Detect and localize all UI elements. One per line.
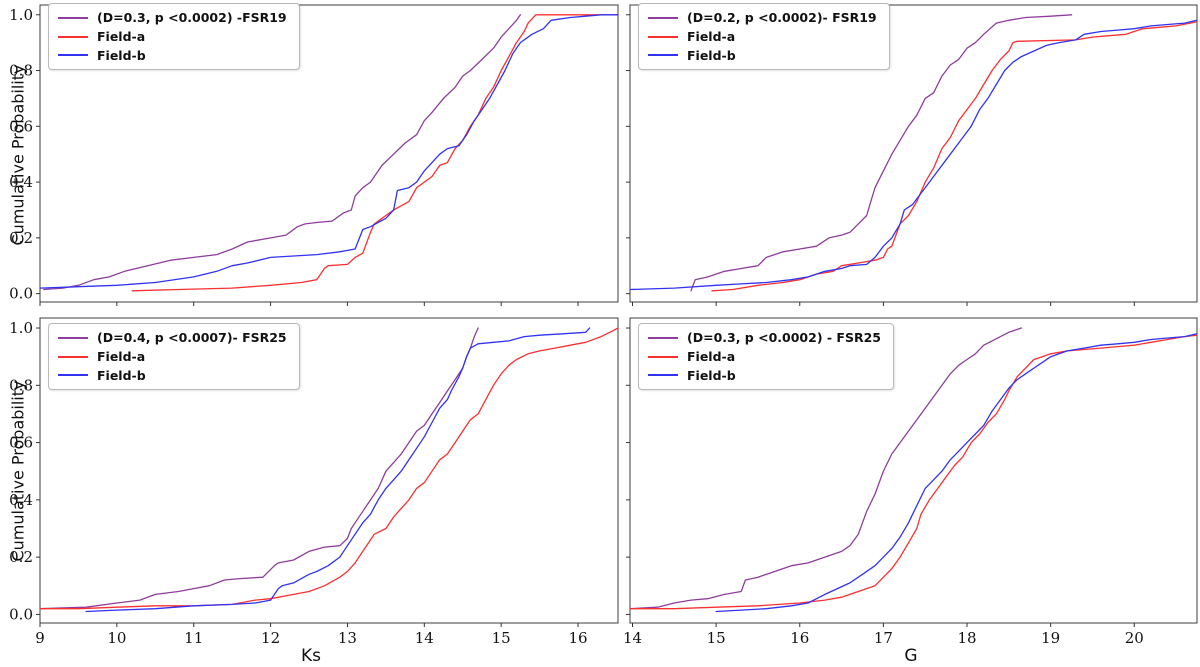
legend-item-cluster: (D=0.3, p <0.0002) - FSR25 — [648, 331, 881, 345]
series-line-cluster — [629, 327, 1023, 610]
y-tick-label: 0.8 — [9, 376, 33, 394]
cluster-line-swatch — [58, 336, 88, 339]
x-tick-label: 13 — [338, 629, 357, 647]
series-line-cluster — [690, 14, 1073, 292]
y-tick-label: 0.0 — [9, 605, 33, 623]
legend-label: Field-a — [687, 348, 736, 364]
y-axis-label: Cumulative Probability — [8, 64, 28, 246]
legend-label: Field-b — [97, 367, 146, 383]
field-b-line-swatch — [648, 54, 678, 57]
panel-top-left: 0.0 0.2 0.4 0.6 0.8 1.0 Cumulative Probabilit… — [0, 0, 622, 310]
series-line-field-b — [39, 14, 619, 289]
series-line-field-a — [39, 327, 619, 610]
cluster-line-swatch — [648, 336, 678, 339]
legend-label: Field-b — [97, 47, 146, 63]
y-tick-label: 1.0 — [9, 319, 33, 337]
x-tick-label: 14 — [623, 629, 642, 647]
plot-border — [629, 4, 1198, 303]
field-a-line-swatch — [58, 355, 88, 358]
field-b-line-swatch — [648, 374, 678, 377]
x-tick-label: 19 — [1041, 629, 1060, 647]
legend: (D=0.2, p <0.0002)- FSR19 Field-a Field-… — [638, 3, 890, 71]
x-tick-label: 10 — [107, 629, 126, 647]
legend-label: Field-a — [97, 28, 146, 44]
legend-item-field-a: Field-a — [58, 348, 287, 364]
y-tick-label: 0.6 — [9, 434, 33, 452]
x-tick-label: 16 — [790, 629, 809, 647]
x-tick-label: 9 — [35, 629, 45, 647]
legend-item-cluster: (D=0.2, p <0.0002)- FSR19 — [648, 11, 877, 25]
y-tick-label: 0.6 — [9, 117, 33, 135]
y-tick-label: 0.4 — [9, 491, 33, 509]
series-line-field-a — [629, 334, 1198, 610]
field-b-line-swatch — [58, 54, 88, 57]
y-axis-label: Cumulative Probability — [8, 380, 28, 562]
plot-border — [39, 4, 619, 303]
series-line-field-b — [629, 19, 1198, 291]
x-axis-label-ks: Ks — [300, 646, 321, 666]
cluster-line-swatch — [648, 16, 678, 19]
plot-canvas-top-right — [626, 4, 1198, 306]
cluster-line-swatch — [58, 16, 88, 19]
y-tick-label: 0.0 — [9, 285, 33, 303]
series-line-cluster — [39, 327, 479, 610]
legend-label: (D=0.2, p <0.0002)- FSR19 — [687, 10, 877, 25]
y-tick-label: 1.0 — [9, 6, 33, 24]
legend-item-cluster: (D=0.4, p <0.0007)- FSR25 — [58, 331, 287, 345]
legend-label: Field-a — [97, 348, 146, 364]
x-tick-label: 12 — [261, 629, 280, 647]
legend-label: Field-b — [687, 367, 736, 383]
legend: (D=0.4, p <0.0007)- FSR25 Field-a Field-… — [48, 323, 300, 391]
y-tick-label: 0.2 — [9, 229, 33, 247]
legend-label: Field-b — [687, 47, 736, 63]
field-a-line-swatch — [648, 355, 678, 358]
panel-bottom-left: 9 10 11 12 13 14 15 16 0.0 0.2 0.4 0.6 0.8 1.0 Cumula… — [0, 310, 622, 667]
x-tick-label: 11 — [184, 629, 203, 647]
x-tick-label: 17 — [874, 629, 893, 647]
x-axis-label-g: G — [904, 646, 918, 666]
legend-item-field-a: Field-a — [648, 28, 877, 44]
plot-canvas-bottom-left: 9 10 11 12 13 14 15 16 0.0 0.2 0.4 0.6 0.8 1.0 — [9, 317, 619, 647]
legend-item-field-a: Field-a — [648, 348, 881, 364]
panel-top-right: (D=0.2, p <0.0002)- FSR19 Field-a Field-… — [622, 0, 1200, 310]
x-tick-label: 14 — [415, 629, 434, 647]
series-line-field-b — [715, 333, 1198, 613]
plot-border — [39, 317, 619, 624]
legend-item-field-b: Field-b — [58, 367, 287, 383]
legend-label: (D=0.4, p <0.0007)- FSR25 — [97, 330, 287, 345]
y-tick-label: 0.4 — [9, 173, 33, 191]
series-line-field-a — [131, 14, 619, 292]
legend-item-field-b: Field-b — [58, 47, 287, 63]
x-tick-label: 16 — [568, 629, 587, 647]
panel-bottom-right: 14 15 16 17 18 19 20 G (D=0.3, p <0.0002) - FS… — [622, 310, 1200, 667]
plot-canvas-top-left: 0.0 0.2 0.4 0.6 0.8 1.0 — [9, 4, 619, 306]
legend-item-field-a: Field-a — [58, 28, 287, 44]
x-tick-label: 20 — [1125, 629, 1144, 647]
series-line-field-a — [711, 21, 1198, 292]
legend: (D=0.3, p <0.0002) -FSR19 Field-a Field-… — [48, 3, 300, 71]
x-tick-label: 15 — [492, 629, 511, 647]
plot-border — [629, 317, 1198, 624]
legend-label: (D=0.3, p <0.0002) - FSR25 — [687, 330, 881, 345]
field-a-line-swatch — [648, 35, 678, 38]
y-tick-label: 0.2 — [9, 548, 33, 566]
legend-label: Field-a — [687, 28, 736, 44]
legend: (D=0.3, p <0.0002) - FSR25 Field-a Field… — [638, 323, 894, 391]
field-a-line-swatch — [58, 35, 88, 38]
legend-item-field-b: Field-b — [648, 47, 877, 63]
series-line-cluster — [43, 14, 522, 291]
x-tick-label: 18 — [957, 629, 976, 647]
y-tick-label: 0.8 — [9, 62, 33, 80]
plot-canvas-bottom-right: 14 15 16 17 18 19 20 — [623, 317, 1198, 647]
legend-label: (D=0.3, p <0.0002) -FSR19 — [97, 10, 287, 25]
series-line-field-b — [85, 327, 591, 613]
field-b-line-swatch — [58, 374, 88, 377]
x-tick-label: 15 — [707, 629, 726, 647]
legend-item-cluster: (D=0.3, p <0.0002) -FSR19 — [58, 11, 287, 25]
legend-item-field-b: Field-b — [648, 367, 881, 383]
